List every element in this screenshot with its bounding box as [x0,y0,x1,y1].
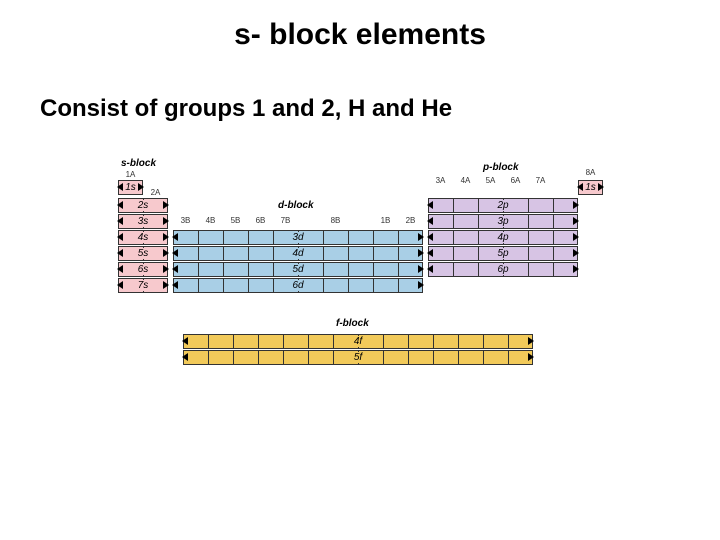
arrow-right-icon [528,337,534,345]
orbital-label: 6d [290,280,305,291]
arrow-left-icon [172,249,178,257]
arrow-right-icon [418,281,424,289]
periodic-block-diagram: s-block d-block p-block f-block 1A2A 3B4B5B6B… [118,158,602,388]
arrow-left-icon [117,281,123,289]
page-title: s- block elements [0,18,720,52]
orbital-label: 4f [352,336,364,347]
arrow-left-icon [427,249,433,257]
group-label: 1B [373,216,398,225]
orbital-row: 5s [118,246,168,261]
block-title: p-block [483,162,519,173]
orbital-label: 4d [290,248,305,259]
arrow-right-icon [598,183,604,191]
arrow-right-icon [163,233,169,241]
orbital-row: 5f [183,350,533,365]
orbital-row: 6d [173,278,423,293]
group-label: 4B [198,216,223,225]
arrow-left-icon [577,183,583,191]
orbital-row: 5p [428,246,578,261]
group-label: 5A [478,176,503,185]
group-label: 6A [503,176,528,185]
arrow-left-icon [172,233,178,241]
group-label: 8B [323,216,348,225]
group-label: 3B [173,216,198,225]
orbital-label: 3s [136,216,151,227]
orbital-row: 7s [118,278,168,293]
block-title: f-block [336,318,369,329]
arrow-left-icon [427,201,433,209]
arrow-right-icon [163,265,169,273]
arrow-right-icon [573,201,579,209]
orbital-label: 2s [136,200,151,211]
arrow-left-icon [117,249,123,257]
arrow-left-icon [172,281,178,289]
orbital-label: 6p [495,264,510,275]
arrow-left-icon [117,265,123,273]
arrow-right-icon [573,249,579,257]
arrow-right-icon [138,183,144,191]
arrow-left-icon [117,217,123,225]
arrow-left-icon [182,353,188,361]
arrow-right-icon [163,201,169,209]
block-title: s-block [121,158,156,169]
arrow-left-icon [427,233,433,241]
orbital-label: 5d [290,264,305,275]
orbital-row: 3d [173,230,423,245]
group-label: 7A [528,176,553,185]
orbital-label: 5f [352,352,364,363]
orbital-row: 2p [428,198,578,213]
arrow-left-icon [117,233,123,241]
arrow-right-icon [163,217,169,225]
arrow-right-icon [163,249,169,257]
orbital-label: 4s [136,232,151,243]
arrow-right-icon [418,233,424,241]
orbital-label: 2p [495,200,510,211]
arrow-left-icon [182,337,188,345]
orbital-row: 6p [428,262,578,277]
orbital-label: 3d [290,232,305,243]
group-label: 5B [223,216,248,225]
orbital-label: 5p [495,248,510,259]
group-label: 1A [118,170,143,179]
arrow-right-icon [573,233,579,241]
arrow-right-icon [418,249,424,257]
arrow-left-icon [117,183,123,191]
orbital-row: 3s [118,214,168,229]
orbital-label: 1s [123,182,138,193]
arrow-right-icon [573,217,579,225]
orbital-row: 4p [428,230,578,245]
orbital-row: 4f [183,334,533,349]
orbital-row: 3p [428,214,578,229]
arrow-left-icon [427,265,433,273]
block-title: d-block [278,200,314,211]
arrow-right-icon [528,353,534,361]
orbital-label: 5s [136,248,151,259]
group-label: 6B [248,216,273,225]
orbital-row: 4d [173,246,423,261]
arrow-right-icon [163,281,169,289]
group-label: 7B [273,216,298,225]
arrow-left-icon [172,265,178,273]
group-label: 2A [143,188,168,197]
group-label: 2B [398,216,423,225]
orbital-row: 6s [118,262,168,277]
orbital-label: 4p [495,232,510,243]
arrow-left-icon [117,201,123,209]
orbital-label: 6s [136,264,151,275]
orbital-row: 2s [118,198,168,213]
page-subtitle: Consist of groups 1 and 2, H and He [40,95,452,123]
orbital-label: 3p [495,216,510,227]
orbital-row: 5d [173,262,423,277]
arrow-right-icon [573,265,579,273]
orbital-label: 7s [136,280,151,291]
arrow-left-icon [427,217,433,225]
group-label: 8A [578,168,603,177]
orbital-label: 1s [583,182,598,193]
arrow-right-icon [418,265,424,273]
group-label: 3A [428,176,453,185]
orbital-row: 4s [118,230,168,245]
group-label: 4A [453,176,478,185]
